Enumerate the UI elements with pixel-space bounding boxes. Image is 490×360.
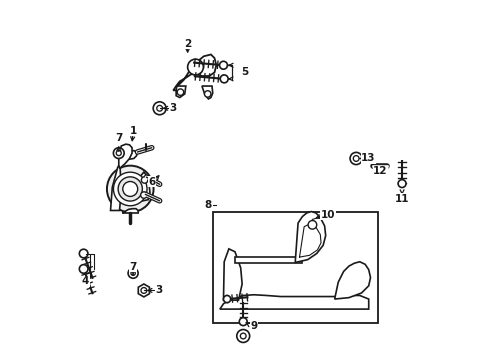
Polygon shape bbox=[223, 249, 242, 300]
Circle shape bbox=[153, 102, 166, 115]
Circle shape bbox=[141, 288, 147, 293]
Circle shape bbox=[79, 249, 88, 258]
Text: 9: 9 bbox=[250, 321, 257, 330]
Text: 3: 3 bbox=[155, 285, 163, 296]
Circle shape bbox=[141, 192, 147, 198]
Circle shape bbox=[353, 156, 359, 161]
Circle shape bbox=[107, 166, 153, 212]
Circle shape bbox=[118, 177, 143, 201]
Circle shape bbox=[131, 271, 135, 275]
Circle shape bbox=[220, 61, 227, 69]
Circle shape bbox=[204, 91, 211, 97]
Circle shape bbox=[398, 180, 406, 188]
Polygon shape bbox=[119, 144, 132, 169]
Polygon shape bbox=[122, 209, 138, 213]
Circle shape bbox=[128, 268, 138, 278]
Polygon shape bbox=[202, 86, 213, 99]
Circle shape bbox=[116, 150, 122, 156]
Polygon shape bbox=[176, 86, 186, 98]
Text: 1: 1 bbox=[129, 126, 137, 135]
Circle shape bbox=[240, 333, 246, 339]
Text: 5: 5 bbox=[242, 67, 248, 77]
Text: 3: 3 bbox=[169, 103, 176, 113]
Polygon shape bbox=[111, 166, 122, 211]
Text: 8: 8 bbox=[205, 200, 212, 210]
Text: 2: 2 bbox=[184, 39, 191, 49]
Polygon shape bbox=[125, 150, 137, 159]
Circle shape bbox=[79, 265, 88, 273]
Polygon shape bbox=[295, 212, 326, 262]
Text: 7: 7 bbox=[129, 262, 137, 272]
Polygon shape bbox=[220, 295, 368, 309]
Circle shape bbox=[157, 105, 163, 111]
Text: 7: 7 bbox=[115, 133, 122, 143]
Circle shape bbox=[237, 329, 250, 342]
Polygon shape bbox=[139, 172, 150, 202]
Circle shape bbox=[223, 296, 231, 303]
Polygon shape bbox=[173, 54, 216, 90]
Polygon shape bbox=[235, 257, 302, 263]
Text: 6: 6 bbox=[148, 177, 155, 187]
Circle shape bbox=[239, 318, 247, 325]
Bar bbox=[213, 212, 378, 323]
Circle shape bbox=[350, 152, 362, 165]
Circle shape bbox=[113, 148, 124, 158]
Text: 10: 10 bbox=[321, 210, 336, 220]
Text: 12: 12 bbox=[373, 166, 388, 176]
Text: 13: 13 bbox=[361, 153, 376, 163]
Polygon shape bbox=[138, 284, 149, 297]
Circle shape bbox=[188, 59, 203, 75]
Text: 4: 4 bbox=[82, 276, 89, 286]
Circle shape bbox=[141, 177, 148, 183]
Circle shape bbox=[114, 172, 147, 206]
Circle shape bbox=[123, 181, 138, 197]
Circle shape bbox=[177, 89, 184, 95]
Circle shape bbox=[220, 75, 228, 83]
Circle shape bbox=[308, 221, 317, 229]
Polygon shape bbox=[335, 262, 370, 299]
Text: 11: 11 bbox=[395, 194, 409, 204]
